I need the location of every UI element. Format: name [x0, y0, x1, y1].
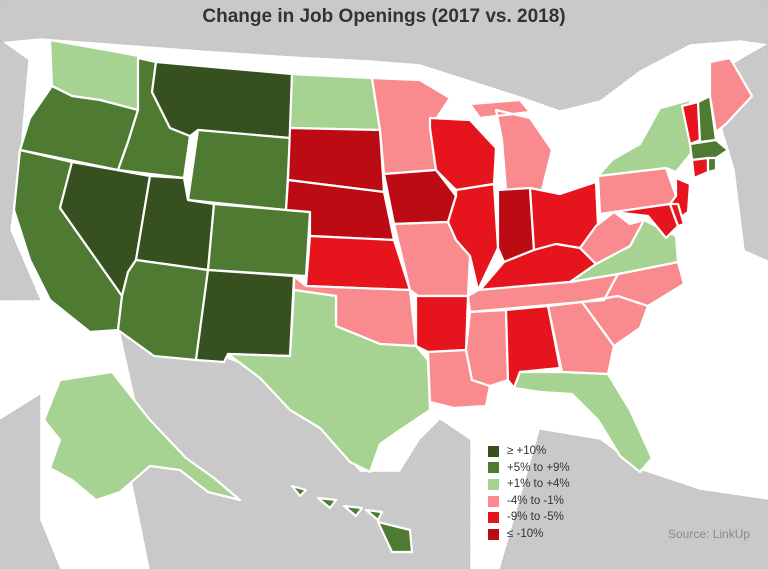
state-ks: [304, 234, 412, 292]
state-ga: [546, 300, 616, 376]
state-mt: [150, 60, 294, 140]
state-ri: [706, 156, 718, 174]
legend-label-ge10: ≥ +10%: [507, 445, 547, 457]
state-de: [668, 202, 686, 228]
state-in: [496, 186, 536, 264]
legend-swatch-p5to9: [488, 462, 499, 474]
state-wy: [186, 128, 292, 212]
legend-label-le10: ≤ -10%: [507, 527, 544, 540]
legend: ≥ +10% +5% to +9% +1% to +4% -4% to -1% …: [488, 443, 570, 543]
legend-swatch-m4to1: [488, 495, 499, 507]
legend-item-ge10: ≥ +10%: [488, 443, 570, 460]
state-ny: [596, 98, 694, 178]
legend-label-m4to1: -4% to -1%: [507, 494, 564, 507]
legend-label-m9to5: -9% to -5%: [507, 511, 564, 524]
source-note: Source: LinkUp: [668, 527, 751, 541]
state-shapes: [12, 38, 754, 554]
legend-label-p1to4: +1% to +4%: [507, 478, 570, 491]
legend-swatch-le10: [488, 528, 499, 540]
page-title: Change in Job Openings (2017 vs. 2018): [202, 6, 566, 27]
state-tx: [226, 288, 432, 474]
state-ms: [464, 308, 510, 388]
legend-swatch-p1to4: [488, 478, 499, 490]
state-ar: [414, 294, 470, 354]
state-md: [612, 202, 680, 240]
legend-item-p5to9: +5% to +9%: [488, 460, 570, 477]
state-hi: [290, 484, 414, 554]
state-nd: [288, 72, 382, 132]
legend-swatch-m9to5: [488, 512, 499, 524]
legend-item-le10: ≤ -10%: [488, 526, 570, 543]
state-co: [206, 202, 312, 278]
legend-swatch-ge10: [488, 445, 499, 457]
state-nm: [194, 268, 296, 364]
state-ma: [688, 138, 730, 162]
state-ak: [42, 370, 242, 502]
state-wv: [578, 210, 646, 266]
state-il: [446, 182, 500, 292]
state-me: [708, 56, 754, 134]
legend-item-p1to4: +1% to +4%: [488, 476, 570, 493]
legend-item-m9to5: -9% to -5%: [488, 509, 570, 526]
state-fl: [512, 370, 654, 474]
legend-item-m4to1: -4% to -1%: [488, 493, 570, 510]
legend-label-p5to9: +5% to +9%: [507, 461, 570, 474]
state-ct: [690, 156, 710, 180]
